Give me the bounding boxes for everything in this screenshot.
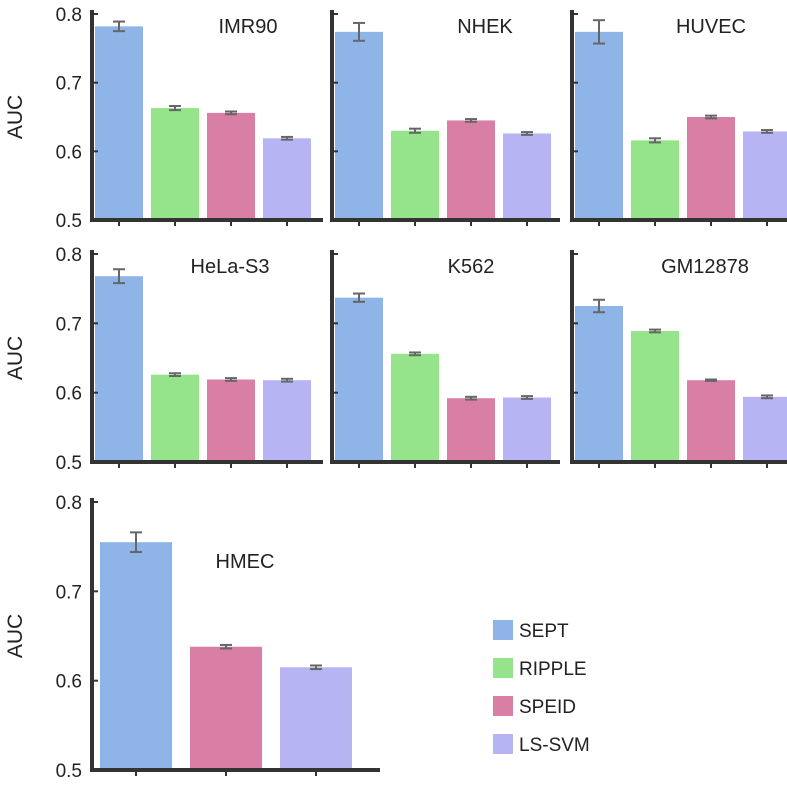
y-tick-label: 0.8: [56, 245, 82, 266]
bar-imr90-ls-svm: [263, 138, 311, 220]
y-tick-label: 0.8: [56, 493, 82, 514]
panel-imr90: 0.5 0.6 0.7 0.8 AUC IMR90: [4, 5, 323, 232]
bar-k562-speid: [447, 398, 495, 462]
legend-swatch: [493, 658, 513, 678]
panel-hela-s3: 0.5 0.6 0.7 0.8 AUC HeLa-S3: [4, 245, 323, 474]
legend-swatch: [493, 734, 513, 754]
y-tick-label: 0.6: [56, 672, 82, 693]
bar-imr90-ripple: [151, 108, 199, 220]
y-tick-label: 0.5: [56, 761, 82, 782]
legend-swatch: [493, 620, 513, 640]
panel-k562: K562: [330, 250, 560, 468]
error-bar-nhek-speid: [465, 118, 477, 123]
bar-huvec-ripple: [631, 140, 679, 220]
error-bar-huvec-speid: [705, 114, 717, 120]
error-bar-nhek-ripple: [409, 127, 421, 134]
error-bar-hmec-speid: [220, 643, 232, 650]
bar-k562-ls-svm: [503, 397, 551, 462]
error-bar-hela-s3-speid: [225, 377, 237, 382]
panel-title: HUVEC: [676, 16, 746, 38]
bar-hmec-speid: [190, 646, 262, 770]
error-bar-gm12878-ripple: [649, 328, 661, 334]
error-bar-imr90-speid: [225, 110, 237, 116]
error-bar-gm12878-ls-svm: [761, 394, 773, 400]
error-bar-k562-ls-svm: [521, 395, 533, 400]
legend-label: LS-SVM: [519, 735, 590, 756]
y-tick-label: 0.6: [56, 384, 82, 405]
error-bar-gm12878-speid: [705, 378, 717, 382]
bar-nhek-ripple: [391, 130, 439, 220]
bar-gm12878-ls-svm: [743, 396, 787, 462]
error-bar-gm12878-sept: [593, 298, 605, 314]
y-tick-label: 0.7: [56, 314, 82, 335]
panel-title: IMR90: [219, 16, 278, 38]
bar-hela-s3-ripple: [151, 374, 199, 462]
error-bar-imr90-ls-svm: [281, 135, 293, 141]
bar-hmec-sept: [100, 542, 172, 770]
panel-huvec: HUVEC: [570, 10, 787, 226]
error-bar-hmec-ls-svm: [310, 664, 322, 671]
panel-title: HeLa-S3: [191, 256, 270, 278]
legend-label: RIPPLE: [519, 659, 587, 680]
legend-label: SEPT: [519, 621, 569, 642]
panel-nhek: NHEK: [330, 10, 560, 226]
bar-gm12878-speid: [687, 380, 735, 462]
error-bar-huvec-sept: [593, 19, 605, 45]
bar-nhek-sept: [335, 31, 383, 220]
legend-item-ripple: RIPPLE: [493, 658, 587, 680]
y-axis-label: AUC: [4, 336, 27, 380]
legend: SEPT RIPPLE SPEID LS-SVM: [493, 620, 590, 756]
bar-hela-s3-ls-svm: [263, 380, 311, 462]
y-tick-label: 0.6: [56, 142, 82, 163]
bar-hmec-ls-svm: [280, 667, 352, 770]
error-bar-hela-s3-ripple: [169, 372, 181, 378]
error-bar-imr90-sept: [113, 20, 125, 33]
bar-huvec-sept: [575, 31, 623, 220]
legend-item-ls-svm: LS-SVM: [493, 734, 590, 756]
y-tick-label: 0.7: [56, 74, 82, 95]
bar-k562-sept: [335, 297, 383, 462]
error-bar-hela-s3-ls-svm: [281, 377, 293, 383]
bar-gm12878-ripple: [631, 330, 679, 462]
y-tick-label: 0.8: [56, 5, 82, 26]
panel-title: NHEK: [457, 16, 513, 38]
error-bar-imr90-ripple: [169, 105, 181, 112]
legend-swatch: [493, 696, 513, 716]
panel-title: K562: [448, 256, 495, 278]
error-bar-huvec-ls-svm: [761, 129, 773, 134]
y-tick-label: 0.7: [56, 582, 82, 603]
panel-title: HMEC: [216, 551, 275, 573]
bar-hela-s3-sept: [95, 276, 143, 462]
bar-huvec-speid: [687, 117, 735, 220]
legend-item-speid: SPEID: [493, 696, 576, 718]
bar-imr90-sept: [95, 26, 143, 220]
panel-gm12878: GM12878: [570, 250, 787, 468]
panel-title: GM12878: [661, 256, 749, 278]
error-bar-k562-speid: [465, 395, 477, 401]
bar-nhek-speid: [447, 120, 495, 220]
panel-hmec: 0.5 0.6 0.7 0.8 AUC HMEC: [4, 493, 380, 782]
y-tick-label: 0.5: [56, 453, 82, 474]
y-tick-label: 0.5: [56, 211, 82, 232]
bar-gm12878-sept: [575, 306, 623, 462]
error-bar-hmec-sept: [130, 531, 142, 554]
error-bar-k562-ripple: [409, 351, 421, 357]
error-bar-hela-s3-sept: [113, 268, 125, 285]
bar-hela-s3-speid: [207, 379, 255, 462]
error-bar-nhek-ls-svm: [521, 131, 533, 136]
y-axis-label: AUC: [4, 95, 27, 139]
error-bar-huvec-ripple: [649, 137, 661, 144]
error-bar-k562-sept: [353, 292, 365, 303]
bar-huvec-ls-svm: [743, 131, 787, 220]
y-axis-label: AUC: [4, 614, 27, 658]
error-bar-nhek-sept: [353, 21, 365, 42]
bar-imr90-speid: [207, 112, 255, 220]
bar-nhek-ls-svm: [503, 133, 551, 220]
legend-label: SPEID: [519, 697, 576, 718]
legend-item-sept: SEPT: [493, 620, 569, 642]
bar-k562-ripple: [391, 353, 439, 462]
